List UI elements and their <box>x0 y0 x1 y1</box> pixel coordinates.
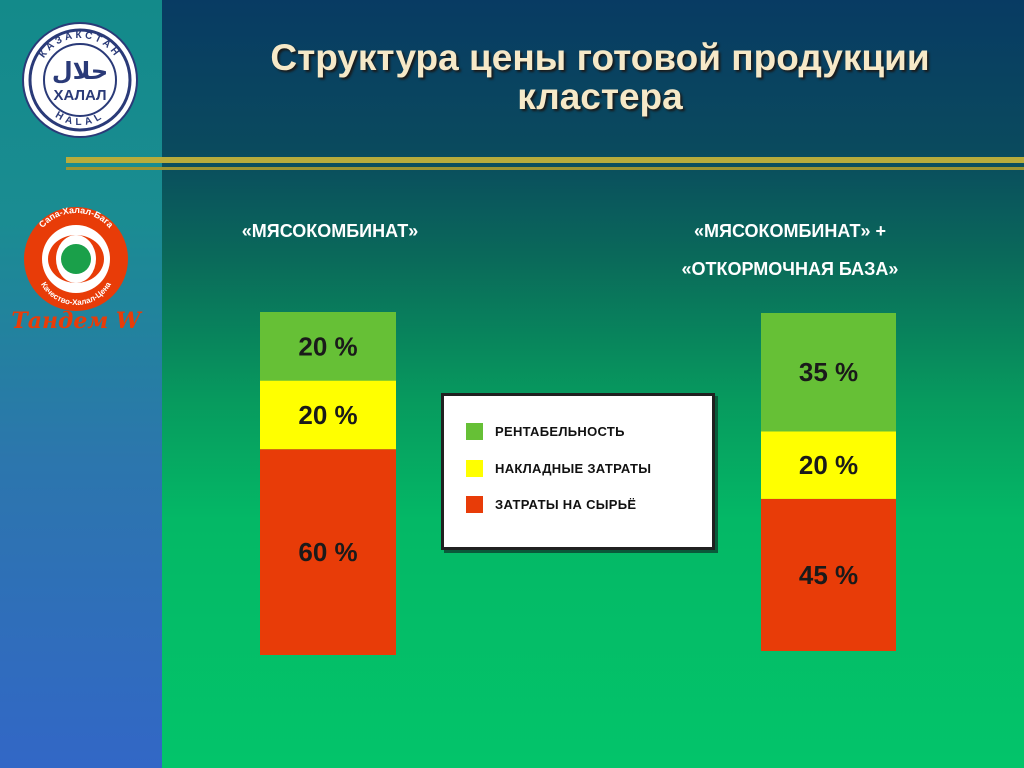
left-column-label: «МЯСОКОМБИНАТ» <box>241 221 419 241</box>
legend-swatch-raw-materials <box>466 495 483 513</box>
legend-swatch-profitability <box>466 422 483 440</box>
bar-data-label: 20 % <box>799 450 858 480</box>
logo-arabic-text: حلال <box>52 57 108 85</box>
bar-data-label: 45 % <box>799 560 858 590</box>
legend-label: РЕНТАБЕЛЬНОСТЬ <box>495 423 625 439</box>
right-column-label-line2: «ОТКОРМОЧНАЯ БАЗА» <box>681 259 899 279</box>
legend-item: РЕНТАБЕЛЬНОСТЬ <box>466 422 625 440</box>
bar-segment-raw-materials <box>761 498 896 651</box>
legend-item: НАКЛАДНЫЕ ЗАТРАТЫ <box>466 459 651 477</box>
page-title-line1: Структура цены готовой продукции <box>270 37 930 78</box>
page-title-line2: кластера <box>517 76 683 117</box>
bar-data-label: 20 % <box>298 331 357 361</box>
tandem-brand-text: Тандем W <box>11 308 143 334</box>
legend-item: ЗАТРАТЫ НА СЫРЬЁ <box>466 495 636 513</box>
bar-data-label: 60 % <box>298 537 357 567</box>
title-divider-thin <box>66 167 1024 170</box>
legend-swatch-overhead <box>466 459 483 477</box>
page-title: Структура цены готовой продукции кластер… <box>200 38 1000 116</box>
bar-segment-profitability <box>761 313 896 432</box>
bar-segment-raw-materials <box>260 449 396 655</box>
bar-data-label: 35 % <box>799 357 858 387</box>
bar-data-label: 20 % <box>298 400 357 430</box>
title-divider <box>66 157 1024 163</box>
legend-label: НАКЛАДНЫЕ ЗАТРАТЫ <box>495 460 652 476</box>
logo-halal-text: ХАЛАЛ <box>53 87 106 104</box>
chart-legend: РЕНТАБЕЛЬНОСТЬ НАКЛАДНЫЕ ЗАТРАТЫ ЗАТРАТЫ… <box>441 393 715 550</box>
right-column-label-line1: «МЯСОКОМБИНАТ» + <box>694 221 886 241</box>
bar-segment-overhead <box>761 431 896 499</box>
bar-segment-overhead <box>260 380 396 450</box>
legend-label: ЗАТРАТЫ НА СЫРЬЁ <box>495 496 637 512</box>
bar-segment-profitability <box>260 312 396 381</box>
tandem-logo: Сапа-Халал-Бага Качество-Халал-Цена Танд… <box>11 205 143 334</box>
kazakhstan-halal-logo: КАЗАКСТАН HALAL حلال ХАЛАЛ <box>22 22 138 138</box>
